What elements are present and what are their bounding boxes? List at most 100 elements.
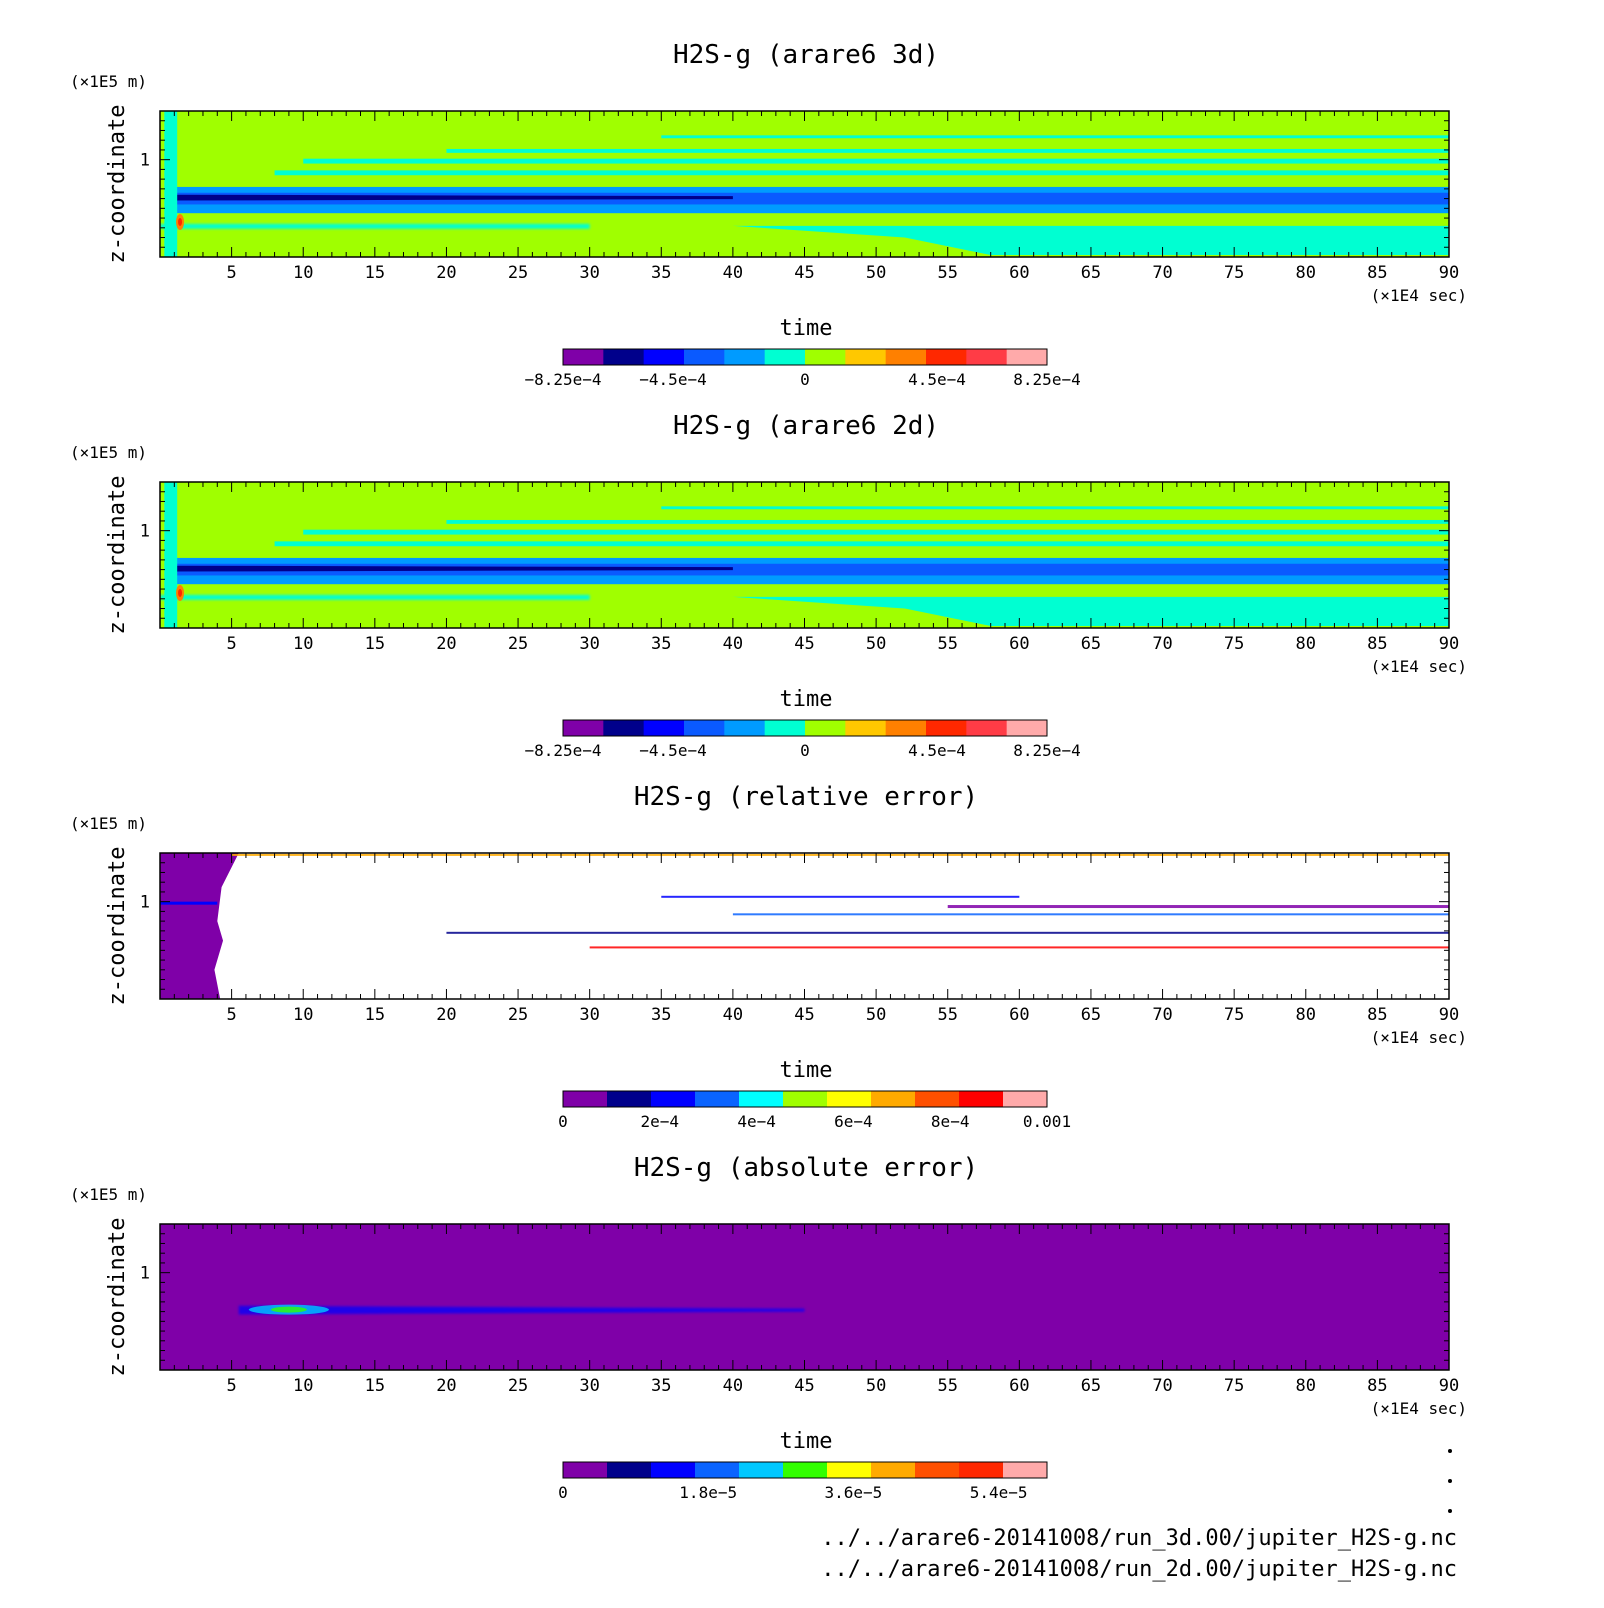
colorbar-swatch [966, 720, 1008, 736]
colorbar-swatch [1003, 1462, 1048, 1478]
x-axis-label: time [780, 1058, 833, 1083]
colorbar-swatch [643, 349, 685, 365]
colorbar-swatch [643, 720, 685, 736]
colorbar-label: 5.4e−5 [970, 1483, 1028, 1502]
colorbar-swatch [871, 1462, 916, 1478]
heatmap-error-region [160, 853, 239, 999]
colorbar-label: 8e−4 [931, 1112, 970, 1131]
x-tick-label: 65 [1081, 634, 1101, 654]
colorbar-label: 4e−4 [737, 1112, 776, 1131]
colorbar-frame [562, 348, 1048, 366]
colorbar-swatch [695, 1462, 740, 1478]
chart-title: H2S-g (absolute error) [634, 1153, 978, 1183]
footer-dot [1448, 1509, 1452, 1513]
colorbar-swatch [607, 1091, 652, 1107]
heatmap-stratum [274, 541, 1449, 547]
y-tick-label: 1 [140, 151, 150, 171]
x-tick-label: 10 [293, 263, 313, 283]
colorbar-label: 0 [800, 741, 810, 760]
footer-path-3d: ../../arare6-20141008/run_3d.00/jupiter_… [821, 1526, 1457, 1551]
chart-title: H2S-g (arare6 3d) [673, 40, 939, 70]
heatmap-band-mid [167, 563, 1449, 576]
colorbar-swatch [805, 349, 846, 365]
heatmap-field [160, 482, 1449, 628]
x-tick-label: 35 [651, 1376, 671, 1396]
x-tick-label: 40 [723, 263, 743, 283]
x-ticks: 5 10 15 20 25 30 35 40 45 50 55 60 65 70 75 80 85 90 [173, 853, 1459, 1025]
heatmap-initial-core [178, 588, 183, 597]
x-tick-label: 75 [1224, 634, 1244, 654]
colorbar-swatch [563, 349, 604, 365]
colorbar-swatch [827, 1462, 872, 1478]
colorbar-swatch [684, 349, 725, 365]
colorbar: 0 2e−4 4e−4 6e−4 8e−4 0.001 [558, 1090, 1071, 1131]
x-tick-label: 55 [937, 1005, 957, 1025]
colorbar-swatch [959, 1462, 1004, 1478]
y-unit-label: (×1E5 m) [70, 443, 147, 462]
colorbar-label: 0 [558, 1483, 568, 1502]
x-tick-label: 35 [651, 1005, 671, 1025]
heatmap-lower-layer [732, 225, 1449, 256]
colorbar-swatch [603, 349, 645, 365]
colorbar-swatch [805, 720, 846, 736]
heatmap-stratum [303, 158, 1449, 164]
footer-path-2d: ../../arare6-20141008/run_2d.00/jupiter_… [821, 1557, 1457, 1582]
footer-dot [1448, 1479, 1452, 1483]
colorbar-label: 0 [800, 370, 810, 389]
x-tick-label: 45 [794, 634, 814, 654]
colorbar-swatch [764, 349, 806, 365]
x-tick-label: 75 [1224, 1005, 1244, 1025]
y-tick-label: 1 [140, 522, 150, 542]
colorbar-swatch [607, 1462, 652, 1478]
heatmap-error-line [661, 895, 1020, 898]
heatmap-error-streak [238, 1305, 805, 1315]
y-unit-label: (×1E5 m) [70, 814, 147, 833]
colorbar-label: 4.5e−4 [908, 370, 966, 389]
colorbar-swatch [871, 1091, 916, 1107]
colorbar-swatch [739, 1462, 784, 1478]
y-ticks: 1 [140, 1233, 1449, 1361]
colorbar-swatch [915, 1091, 960, 1107]
x-ticks: 5 10 15 20 25 30 35 40 45 50 55 60 65 70 75 80 85 90 [173, 1224, 1459, 1396]
colorbar-label: 0.001 [1023, 1112, 1071, 1131]
colorbar-label: 4.5e−4 [908, 741, 966, 760]
x-tick-label: 20 [436, 1376, 456, 1396]
heatmap-error-line [446, 931, 1449, 934]
colorbar-label: 8.25e−4 [1013, 741, 1080, 760]
colorbar-swatch [1006, 349, 1048, 365]
y-axis-label: z-coordinate [105, 847, 130, 1006]
x-tick-label: 80 [1296, 1376, 1316, 1396]
y-ticks: 1 [140, 862, 1449, 990]
x-tick-label: 85 [1367, 634, 1387, 654]
y-axis-label: z-coordinate [105, 1218, 130, 1377]
heatmap-initial-column [164, 482, 178, 628]
heatmap-field [160, 1224, 1449, 1370]
x-tick-label: 60 [1009, 634, 1029, 654]
x-tick-label: 65 [1081, 1005, 1101, 1025]
colorbar-swatch [885, 349, 927, 365]
x-tick-label: 25 [508, 263, 528, 283]
x-tick-label: 40 [723, 1376, 743, 1396]
colorbar-label: 0 [558, 1112, 568, 1131]
x-tick-label: 75 [1224, 263, 1244, 283]
x-tick-label: 5 [226, 1376, 236, 1396]
x-tick-label: 5 [226, 1005, 236, 1025]
x-tick-label: 65 [1081, 263, 1101, 283]
y-ticks: 1 [140, 120, 1449, 248]
heatmap-lower-ripples [160, 223, 590, 229]
x-tick-label: 50 [866, 1376, 886, 1396]
x-tick-label: 70 [1152, 263, 1172, 283]
x-tick-label: 10 [293, 1376, 313, 1396]
heatmap-region-background [160, 1224, 1449, 1370]
heatmap-error-line [231, 853, 1449, 856]
x-unit-label: (×1E4 sec) [1371, 286, 1467, 305]
colorbar-swatch [739, 1091, 784, 1107]
colorbar-label: 8.25e−4 [1013, 370, 1080, 389]
x-tick-label: 45 [794, 1005, 814, 1025]
colorbar-label: −8.25e−4 [524, 741, 601, 760]
x-axis-label: time [780, 316, 833, 341]
x-tick-label: 45 [794, 1376, 814, 1396]
x-tick-label: 40 [723, 634, 743, 654]
colorbar-swatch [926, 349, 967, 365]
